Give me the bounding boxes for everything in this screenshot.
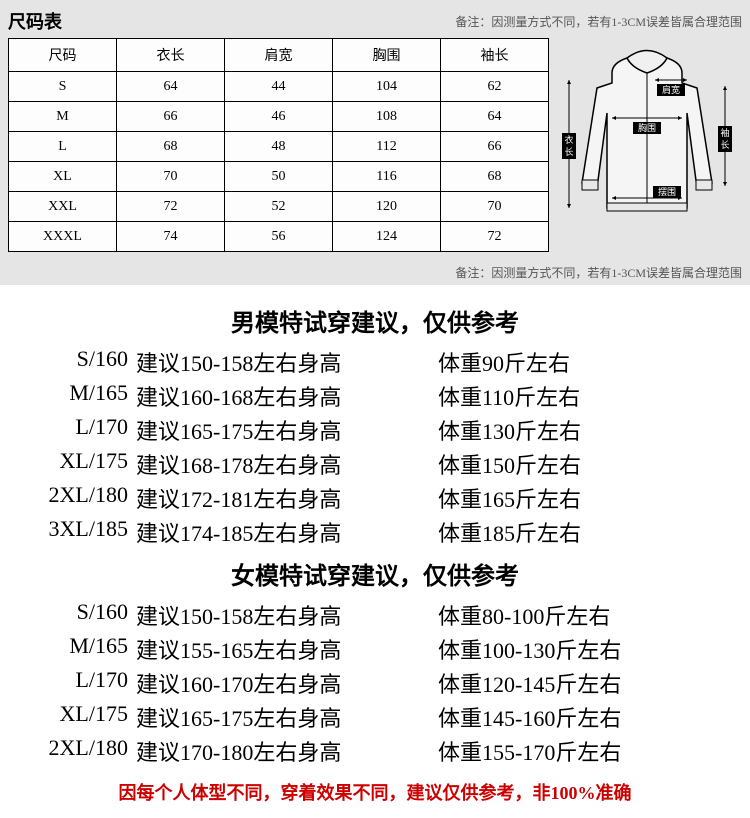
col-length: 衣长 [117,39,225,72]
rec-line: XL/175建议165-175左右身高体重145-160斤左右 [8,701,742,733]
table-row: S644410462 [9,72,549,102]
header-section: 尺码表 备注：因测量方式不同，若有1-3CM误差皆属合理范围 尺码 衣长 肩宽 … [0,0,750,260]
rec-line: S/160建议150-158左右身高体重80-100斤左右 [8,599,742,631]
rec-line: XL/175建议168-178左右身高体重150斤左右 [8,448,742,480]
svg-text:胸围: 胸围 [638,122,656,133]
disclaimer-text: 因每个人体型不同，穿着效果不同，建议仅供参考，非100%准确 [8,779,742,805]
header-note: 备注：因测量方式不同，若有1-3CM误差皆属合理范围 [455,13,742,30]
sleeve-label-2: 长 [720,139,729,150]
table-row: M664610864 [9,102,549,132]
col-size: 尺码 [9,39,117,72]
table-row: XXL725212070 [9,192,549,222]
jacket-diagram: 肩宽 胸围 衣 长 袖 长 [557,38,737,228]
table-body: S644410462 M664610864 L684811266 XL70501… [9,72,549,252]
col-sleeve: 袖长 [441,39,549,72]
rec-line: S/160建议150-158左右身高体重90斤左右 [8,346,742,378]
recommendations: 男模特试穿建议，仅供参考 S/160建议150-158左右身高体重90斤左右 M… [0,285,750,815]
table-area: 尺码 衣长 肩宽 胸围 袖长 S644410462 M664610864 L68… [8,38,742,252]
footer-note: 备注：因测量方式不同，若有1-3CM误差皆属合理范围 [0,260,750,285]
svg-text:摆围: 摆围 [658,186,676,197]
rec-line: 3XL/185建议174-185左右身高体重185斤左右 [8,516,742,548]
sleeve-label-1: 袖 [720,127,729,138]
female-rec-title: 女模特试穿建议，仅供参考 [8,556,742,591]
col-shoulder: 肩宽 [225,39,333,72]
svg-text:肩宽: 肩宽 [662,84,680,95]
table-row: XXXL745612472 [9,222,549,252]
jacket-icon: 肩宽 胸围 衣 长 袖 长 [557,38,737,238]
female-rec-list: S/160建议150-158左右身高体重80-100斤左右 M/165建议155… [8,599,742,767]
size-chart-title: 尺码表 [8,8,62,34]
table-header-row: 尺码 衣长 肩宽 胸围 袖长 [9,39,549,72]
rec-line: M/165建议155-165左右身高体重100-130斤左右 [8,633,742,665]
male-rec-title: 男模特试穿建议，仅供参考 [8,303,742,338]
rec-line: 2XL/180建议170-180左右身高体重155-170斤左右 [8,735,742,767]
rec-line: L/170建议165-175左右身高体重130斤左右 [8,414,742,446]
rec-line: L/170建议160-170左右身高体重120-145斤左右 [8,667,742,699]
header-row: 尺码表 备注：因测量方式不同，若有1-3CM误差皆属合理范围 [8,8,742,34]
length-label-2: 长 [564,146,573,157]
col-chest: 胸围 [333,39,441,72]
table-row: XL705011668 [9,162,549,192]
length-label-1: 衣 [564,134,573,145]
rec-line: 2XL/180建议172-181左右身高体重165斤左右 [8,482,742,514]
rec-line: M/165建议160-168左右身高体重110斤左右 [8,380,742,412]
size-table: 尺码 衣长 肩宽 胸围 袖长 S644410462 M664610864 L68… [8,38,549,252]
male-rec-list: S/160建议150-158左右身高体重90斤左右 M/165建议160-168… [8,346,742,548]
table-row: L684811266 [9,132,549,162]
